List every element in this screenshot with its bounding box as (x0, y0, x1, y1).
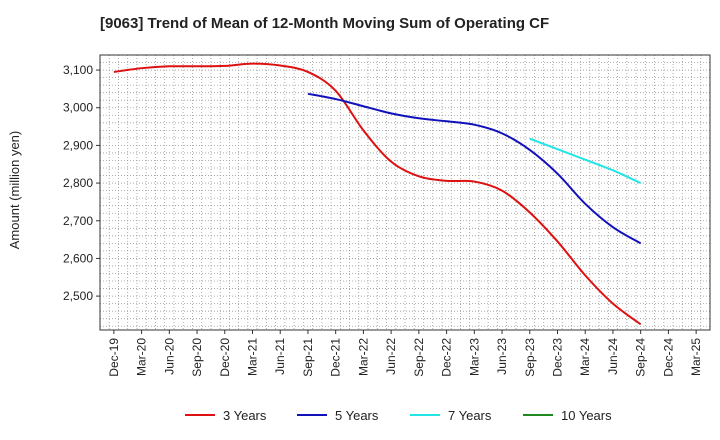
x-tick-label: Sep-24 (634, 338, 648, 377)
x-tick-label: Jun-23 (495, 338, 509, 375)
x-tick-label: Sep-22 (412, 338, 426, 377)
series-line-3-years (113, 62, 642, 326)
x-tick-label: Sep-23 (523, 338, 537, 377)
plot-area (99, 54, 711, 331)
grid (100, 55, 710, 330)
legend-label: 10 Years (561, 408, 612, 423)
legend-label: 7 Years (448, 408, 492, 423)
y-tick-label: 3,100 (63, 63, 93, 77)
x-tick-label: Jun-22 (384, 338, 398, 375)
x-tick-label: Dec-22 (440, 338, 454, 377)
x-tick-label: Mar-22 (356, 338, 370, 376)
legend-label: 5 Years (335, 408, 379, 423)
x-tick-label: Sep-21 (301, 338, 315, 377)
x-tick-label: Mar-24 (578, 338, 592, 376)
x-tick-label: Dec-23 (551, 338, 565, 377)
x-tick-label: Jun-24 (606, 338, 620, 375)
series-line-5-years (307, 92, 642, 245)
x-tick-label: Mar-20 (135, 338, 149, 376)
y-tick-label: 2,700 (63, 214, 93, 228)
y-tick-label: 2,600 (63, 251, 93, 265)
y-tick-label: 3,000 (63, 101, 93, 115)
x-tick-label: Dec-20 (218, 338, 232, 377)
x-tick-label: Mar-21 (246, 338, 260, 376)
legend-label: 3 Years (223, 408, 267, 423)
x-tick-label: Jun-21 (273, 338, 287, 375)
x-tick-label: Jun-20 (162, 338, 176, 375)
x-axis: Dec-19 Mar-20 Jun-20 Sep-20 Dec-20 Mar-21 Jun-… (107, 330, 703, 377)
series-line-7-years (529, 137, 642, 184)
x-tick-label: Sep-20 (190, 338, 204, 377)
x-tick-label: Mar-25 (689, 338, 703, 376)
x-tick-label: Dec-24 (661, 338, 675, 377)
series-lines (113, 62, 642, 326)
x-tick-label: Dec-19 (107, 338, 121, 377)
y-tick-label: 2,900 (63, 138, 93, 152)
y-tick-label: 2,500 (63, 289, 93, 303)
x-tick-label: Mar-23 (467, 338, 481, 376)
y-axis-label: Amount (million yen) (7, 131, 22, 250)
x-tick-label: Dec-21 (329, 338, 343, 377)
y-axis: 2,500 2,600 2,700 2,800 2,900 3,000 3,100 (63, 63, 100, 303)
y-tick-label: 2,800 (63, 176, 93, 190)
chart-title: [9063] Trend of Mean of 12-Month Moving … (100, 15, 549, 32)
legend: 3 Years 5 Years 7 Years 10 Years (185, 408, 612, 423)
